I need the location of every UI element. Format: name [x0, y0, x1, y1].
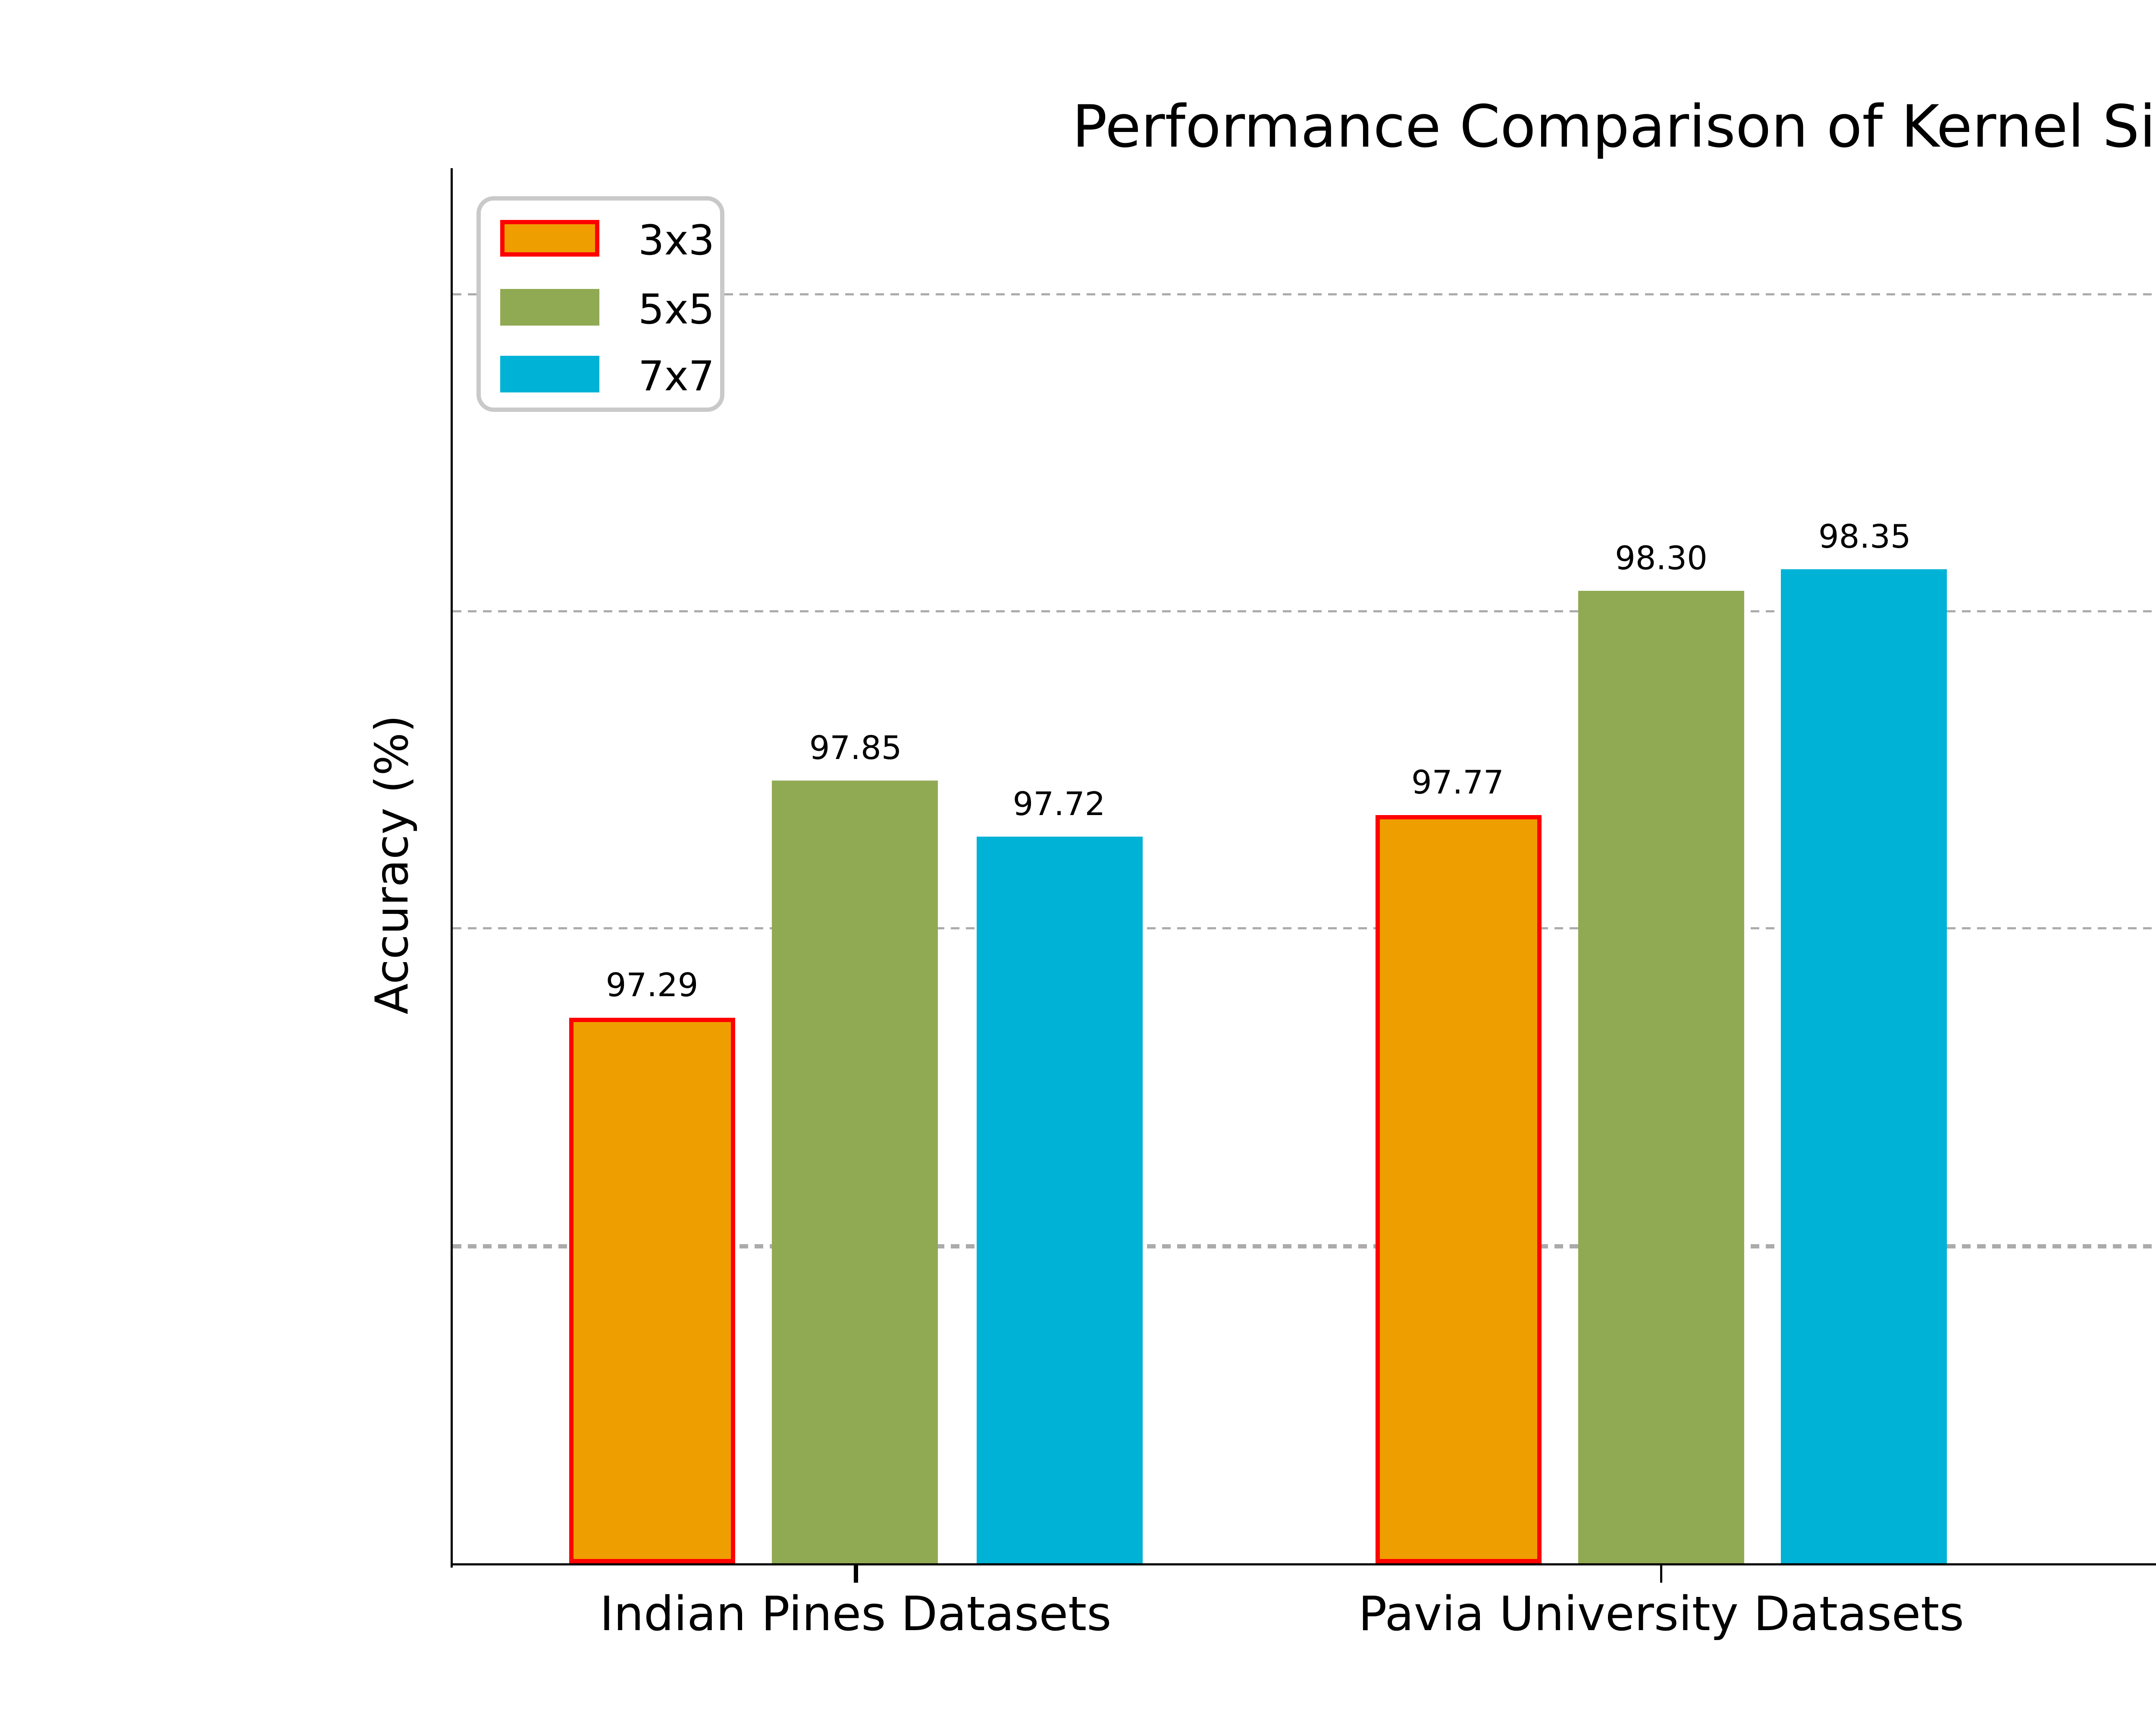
legend-label-5x5: 5x5: [638, 285, 715, 333]
legend-swatch-3x3: [500, 220, 599, 257]
legend-swatch-7x7: [500, 356, 599, 392]
y-axis-spine: [449, 168, 453, 1567]
bar-5x5-1: [772, 781, 939, 1563]
legend-label-7x7: 7x7: [638, 354, 715, 401]
x-category-label: Indian Pines Datasets: [599, 1589, 1112, 1643]
x-category-label: Pavia University Datasets: [1358, 1589, 1964, 1643]
bar-value-label: 97.85: [809, 729, 902, 768]
bar-value-label: 98.93: [2126, 273, 2156, 312]
bar-value-label: 97.72: [1012, 784, 1106, 823]
legend-swatch-5x5: [500, 288, 599, 325]
bar-value-label: 98.30: [1615, 539, 1708, 578]
chart-title: Performance Comparison of Kernel Sizes: [1072, 95, 2156, 162]
legend-label-3x3: 3x3: [638, 218, 715, 265]
gridline-98.25: [453, 611, 2156, 614]
x-axis-tick: [1659, 1565, 1663, 1583]
bar-value-label: 97.29: [605, 966, 699, 1005]
bar-5x5-2: [1578, 591, 1744, 1563]
gridline-99: [453, 294, 2156, 296]
bar-7x7-1: [976, 836, 1142, 1563]
bar-value-label: 98.35: [1818, 518, 1911, 557]
bar-7x7-2: [1781, 570, 1948, 1563]
gridline-96.75: [453, 1245, 2156, 1248]
bar-3x3-2: [1374, 815, 1541, 1563]
bar-value-label: 97.77: [1411, 763, 1504, 802]
bar-3x3-1: [569, 1018, 735, 1563]
x-axis-spine: [449, 1562, 2156, 1566]
x-axis-tick: [854, 1565, 857, 1583]
legend: 3x3 5x5 7x7: [476, 196, 724, 412]
gridline-97.5: [453, 928, 2156, 931]
